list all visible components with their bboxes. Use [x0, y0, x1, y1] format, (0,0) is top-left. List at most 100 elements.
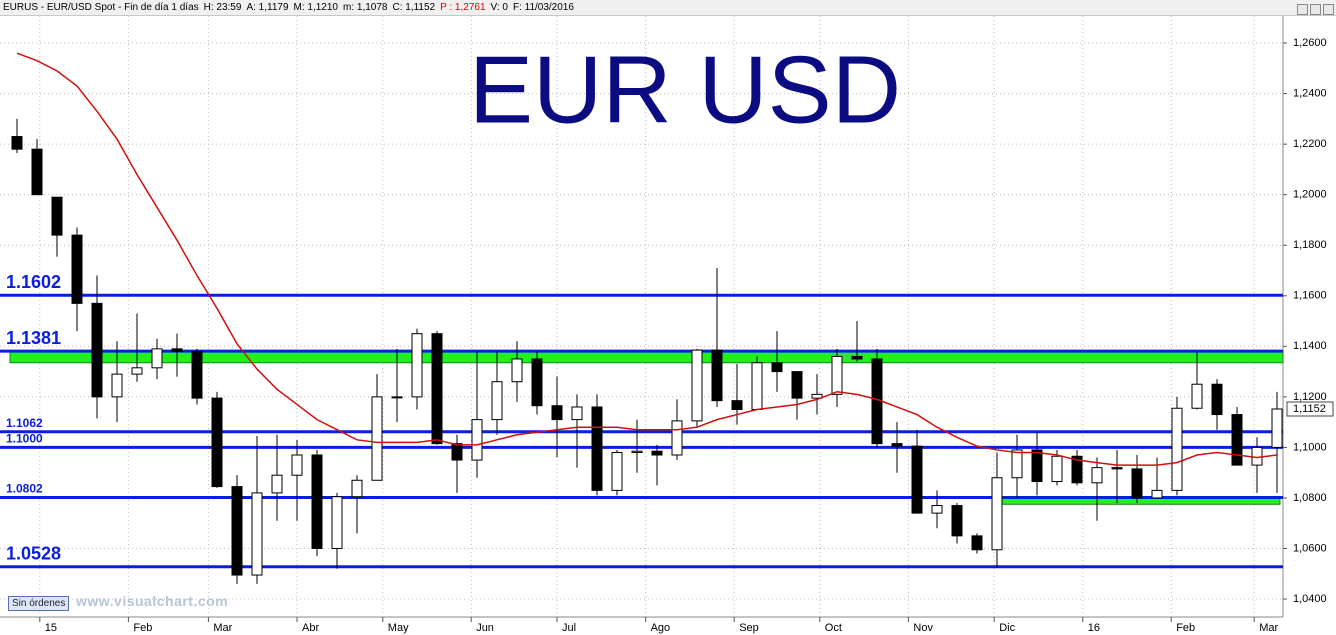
candle-body [671, 420, 683, 456]
level-label: 1.0802 [6, 482, 43, 496]
candle-body [851, 355, 863, 360]
x-tick-label: Feb [133, 622, 152, 634]
header-item: H: 23:59 [203, 2, 242, 13]
candle-body [831, 355, 843, 395]
candle-body [711, 349, 723, 402]
header-item: C: 1,1152 [392, 2, 436, 13]
candle-body [271, 474, 283, 494]
header-item: V: 0 [490, 2, 508, 13]
x-tick-label: Mar [1259, 622, 1278, 634]
candle-body [511, 358, 523, 383]
y-tick-label: 1,2400 [1293, 87, 1327, 99]
candle-body [971, 535, 983, 551]
candle-body [1151, 489, 1163, 499]
candle-body [891, 443, 903, 447]
candle-body [1251, 446, 1263, 466]
y-tick-label: 1,0800 [1293, 492, 1327, 504]
candle-body [171, 348, 183, 352]
candle-body [391, 396, 403, 399]
x-tick-label: 15 [45, 622, 57, 634]
last-price-label: 1,1152 [1293, 403, 1326, 415]
candle-body [611, 451, 623, 491]
x-tick-label: Dic [999, 622, 1015, 634]
level-label: 1.1381 [6, 328, 61, 348]
candle-body [1191, 383, 1203, 409]
candle-body [731, 400, 743, 411]
candle-body [811, 393, 823, 399]
candle-body [751, 362, 763, 411]
candle-body [291, 454, 303, 476]
candle-body [411, 333, 423, 398]
candle-body [651, 450, 663, 456]
orders-button[interactable]: Sin órdenes [8, 596, 70, 611]
last-price-box [1286, 401, 1334, 417]
y-tick-label: 1,0400 [1293, 593, 1327, 605]
header-bar: EURUS - EUR/USD Spot - Fin de día 1 días… [0, 0, 1336, 16]
x-tick-label: Mar [213, 622, 232, 634]
watermark: www.visualchart.com [76, 593, 229, 609]
candle-body [311, 454, 323, 550]
x-tick-label: May [388, 622, 409, 634]
y-tick-label: 1,1200 [1293, 391, 1327, 403]
candle-body [1231, 414, 1243, 466]
y-tick-label: 1,1400 [1293, 340, 1327, 352]
candle-body [331, 496, 343, 550]
candle-body [251, 492, 263, 576]
candle-body [11, 136, 23, 150]
candle-body [431, 333, 443, 445]
x-tick-label: 16 [1088, 622, 1100, 634]
candle-body [191, 350, 203, 399]
header-item: M: 1,1210 [293, 2, 338, 13]
candle-body [631, 450, 643, 453]
candle-body [211, 397, 223, 488]
button[interactable] [1297, 4, 1308, 15]
candle-body [1171, 407, 1183, 491]
y-tick-label: 1,1000 [1293, 441, 1327, 453]
y-tick-label: 1,1600 [1293, 290, 1327, 302]
candle-body [1091, 467, 1103, 484]
candle-body [951, 505, 963, 537]
button[interactable] [1323, 4, 1334, 15]
candle-body [991, 477, 1003, 551]
button[interactable] [1310, 4, 1321, 15]
x-tick-label: Oct [825, 622, 842, 634]
candle-body [1011, 449, 1023, 479]
candle-body [31, 148, 43, 196]
candle-body [151, 348, 163, 369]
candle-body [931, 505, 943, 514]
level-label: 1.1062 [6, 416, 43, 430]
candle-body [691, 349, 703, 422]
moving-average [16, 52, 1278, 466]
header-item: P : 1,2761 [440, 2, 486, 13]
chart-title: EUR USD [469, 36, 901, 143]
x-tick-label: Jul [562, 622, 576, 634]
candle-body [131, 367, 143, 375]
level-label: 1.1602 [6, 272, 61, 292]
y-tick-label: 1,2600 [1293, 37, 1327, 49]
candle-body [911, 445, 923, 514]
header-item: F: 11/03/2016 [512, 2, 574, 13]
plot: 1,0400 1,0600 1,0800 1,1000 1,1200 1,1400 1,16… [0, 16, 1334, 634]
candle-body [351, 479, 363, 498]
x-tick-label: Nov [913, 622, 933, 634]
candle-body [1111, 467, 1123, 470]
candle-body [1211, 383, 1223, 416]
y-tick-label: 1,2200 [1293, 138, 1327, 150]
candle-body [531, 358, 543, 407]
candle-body [1071, 455, 1083, 484]
x-tick-label: Feb [1176, 622, 1195, 634]
candle-body [771, 362, 783, 373]
candle-body [1051, 455, 1063, 483]
level-label: 1.1000 [6, 432, 43, 446]
y-tick-label: 1,0600 [1293, 542, 1327, 554]
candle-body [451, 443, 463, 461]
x-tick-label: Ago [651, 622, 671, 634]
candle-body [51, 196, 63, 236]
header-item: m: 1,1078 [343, 2, 388, 13]
x-tick-label: Sep [739, 622, 759, 634]
header-item: A: 1,1179 [246, 2, 289, 13]
candle-body [571, 406, 583, 421]
candle-body [91, 302, 103, 398]
